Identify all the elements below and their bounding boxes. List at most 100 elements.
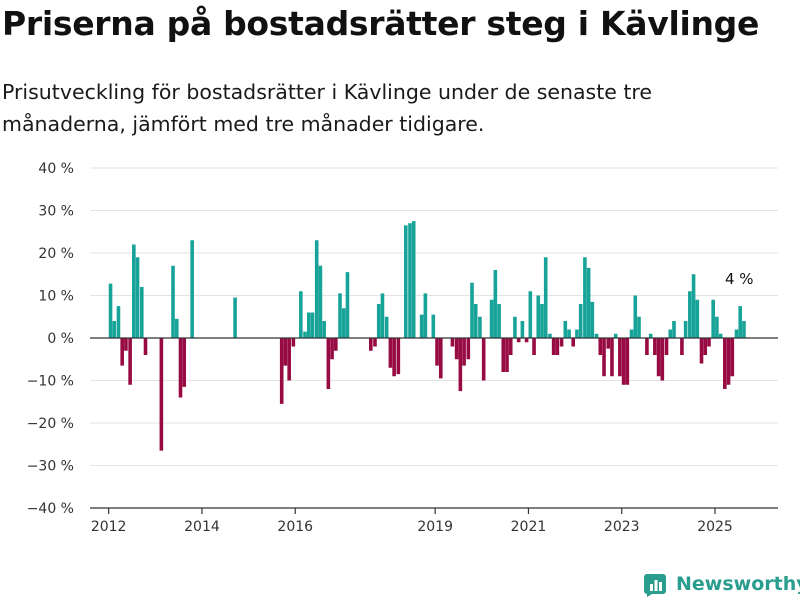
bar-positive: [318, 265, 323, 338]
bar-negative: [532, 338, 536, 355]
bar-negative: [178, 338, 183, 398]
bar-negative: [559, 338, 564, 347]
bar-positive: [478, 316, 482, 338]
bar-positive: [108, 283, 113, 338]
y-tick-label: −40 %: [27, 501, 74, 517]
bar-positive: [403, 225, 408, 338]
bar-positive: [338, 293, 342, 338]
bar-positive: [590, 301, 595, 338]
bar-negative: [618, 338, 622, 377]
bar-positive: [431, 314, 436, 338]
y-tick-label: −10 %: [27, 374, 74, 390]
bar-positive: [408, 223, 412, 338]
bar-negative: [143, 338, 148, 355]
bar-negative: [505, 338, 509, 372]
bar-positive: [233, 297, 237, 338]
bar-negative: [458, 338, 463, 392]
bar-negative: [703, 338, 708, 355]
bar-negative: [571, 338, 576, 347]
bar-negative: [435, 338, 439, 366]
bar-positive: [473, 304, 478, 338]
y-tick-label: 40 %: [38, 161, 74, 177]
bar-positive: [586, 267, 591, 338]
bar-positive: [299, 291, 303, 338]
bar-negative: [481, 338, 486, 381]
bar-positive: [174, 318, 179, 338]
bar-negative: [450, 338, 455, 347]
bar-negative: [664, 338, 669, 355]
bar-positive: [629, 329, 634, 338]
y-tick-label: 20 %: [38, 246, 74, 262]
bar-negative: [726, 338, 731, 385]
bar-positive: [345, 272, 350, 338]
bar-positive: [633, 295, 638, 338]
bar-positive: [423, 293, 428, 338]
bar-positive: [314, 240, 319, 338]
bar-negative: [334, 338, 338, 351]
bar-positive: [528, 291, 533, 338]
x-tick-label: 2019: [417, 519, 453, 535]
bar-positive: [540, 304, 544, 338]
bar-positive: [171, 265, 175, 338]
bar-negative: [602, 338, 606, 377]
bar-positive: [648, 333, 653, 338]
bar-positive: [637, 316, 641, 338]
bar-positive: [683, 321, 688, 338]
bar-positive: [384, 316, 389, 338]
bar-positive: [139, 287, 144, 338]
bar-negative: [699, 338, 704, 364]
bar-negative: [392, 338, 396, 377]
bar-positive: [112, 321, 117, 338]
bar-negative: [653, 338, 657, 355]
y-tick-label: 30 %: [38, 204, 74, 220]
y-tick-label: −20 %: [27, 416, 74, 432]
bar-negative: [551, 338, 556, 355]
bar-negative: [462, 338, 466, 366]
bar-negative: [598, 338, 603, 355]
bar-negative: [438, 338, 443, 379]
bar-negative: [454, 338, 459, 360]
y-tick-label: 10 %: [38, 289, 74, 305]
bar-negative: [396, 338, 401, 375]
bar-positive: [513, 316, 517, 338]
bar-positive: [543, 257, 548, 338]
bar-negative: [516, 338, 521, 343]
newsworthy-logo[interactable]: Newsworthy: [644, 569, 800, 599]
bar-positive: [536, 295, 541, 338]
bar-positive: [310, 312, 315, 338]
bar-negative: [606, 338, 611, 349]
bar-negative: [656, 338, 661, 377]
bar-negative: [368, 338, 373, 351]
bars: [108, 221, 746, 451]
bar-negative: [680, 338, 684, 355]
bar-negative: [287, 338, 291, 381]
x-tick-label: 2014: [184, 519, 220, 535]
bar-negative: [707, 338, 711, 347]
bar-positive: [322, 321, 326, 338]
bar-positive: [742, 321, 746, 338]
brand-name: Newsworthy: [676, 573, 800, 595]
bar-negative: [723, 338, 727, 389]
bar-negative: [501, 338, 506, 372]
chart-subtitle: Prisutveckling för bostadsrätter i Kävli…: [2, 80, 653, 136]
bar-positive: [376, 304, 381, 338]
bar-negative: [610, 338, 614, 377]
y-tick-label: 0 %: [47, 331, 74, 347]
bar-positive: [738, 306, 743, 338]
bar-negative: [182, 338, 187, 387]
bar-negative: [730, 338, 735, 377]
x-tick-label: 2023: [604, 519, 640, 535]
bar-negative: [388, 338, 393, 368]
y-tick-label: −30 %: [27, 459, 74, 475]
bar-positive: [497, 304, 501, 338]
bar-positive: [688, 291, 692, 338]
bar-negative: [621, 338, 626, 385]
bar-positive: [489, 299, 494, 338]
bar-positive: [419, 314, 424, 338]
bar-positive: [575, 329, 579, 338]
bar-positive: [711, 299, 715, 338]
bar-positive: [613, 333, 618, 338]
bar-chart-logo-icon: [644, 574, 666, 597]
bar-negative: [291, 338, 296, 347]
